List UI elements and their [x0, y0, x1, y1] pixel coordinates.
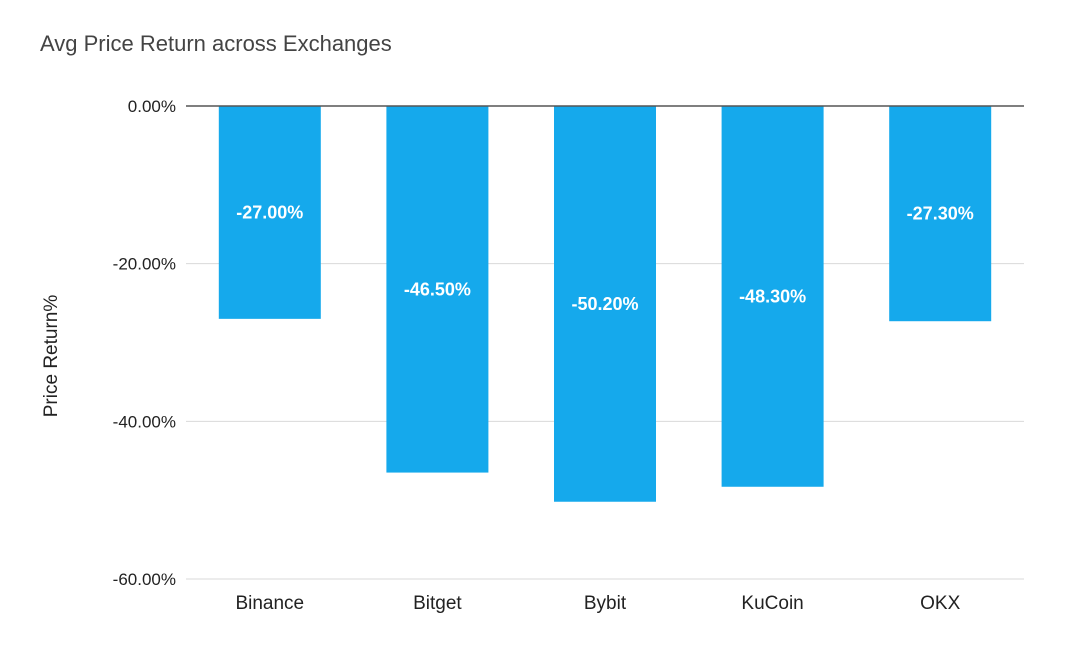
data-label: -27.30%: [907, 204, 974, 224]
x-axis-ticks: Binance Bitget Bybit KuCoin OKX: [235, 593, 960, 614]
bar-okx: [889, 106, 992, 322]
x-tick-label: Binance: [235, 593, 304, 614]
bar-bybit: [554, 106, 656, 502]
data-labels: -27.00% -46.50% -50.20% -48.30% -27.30%: [236, 202, 973, 313]
data-label: -46.50%: [404, 279, 471, 299]
y-tick-label: -60.00%: [113, 570, 176, 589]
y-axis-ticks: 0.00% -20.00% -40.00% -60.00%: [113, 97, 176, 589]
bar-kucoin: [721, 106, 824, 487]
x-tick-label: OKX: [920, 593, 960, 614]
bar-bitget: [386, 106, 489, 473]
y-tick-label: -40.00%: [113, 412, 176, 431]
data-label: -50.20%: [571, 294, 638, 314]
bars: [218, 106, 992, 502]
data-label: -48.30%: [739, 286, 806, 306]
x-tick-label: Bybit: [584, 593, 627, 614]
data-label: -27.00%: [236, 202, 303, 222]
y-tick-label: 0.00%: [128, 97, 176, 116]
y-tick-label: -20.00%: [113, 255, 176, 274]
chart-title: Avg Price Return across Exchanges: [40, 31, 392, 56]
x-tick-label: KuCoin: [741, 593, 803, 614]
x-tick-label: Bitget: [413, 593, 462, 614]
bar-binance: [218, 106, 321, 319]
